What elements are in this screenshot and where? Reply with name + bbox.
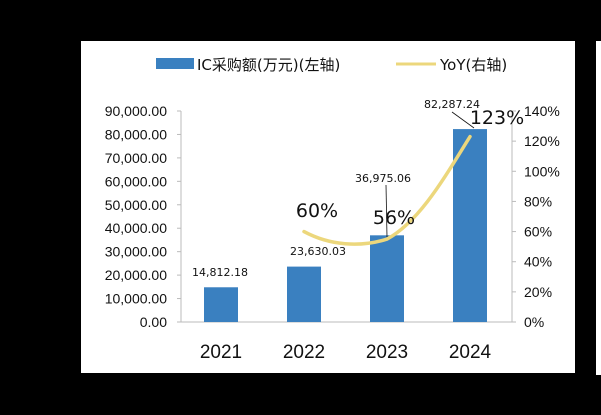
bar-2021 [204,287,238,322]
left-tick-label: 50,000.00 [105,197,167,213]
left-tick-label: 20,000.00 [105,267,167,283]
right-tick-label: 140% [524,103,560,119]
bar-2024 [453,129,487,322]
value-label: 14,812.18 [192,266,248,279]
yoy-line [302,134,472,246]
left-tick-label: 40,000.00 [105,220,167,236]
value-label: 36,975.06 [355,172,411,185]
left-tick-label: 30,000.00 [105,244,167,260]
right-tick-label: 20% [524,284,552,300]
right-tick-label: 40% [524,254,552,270]
edge-strip [596,41,601,375]
right-tick-label: 100% [524,163,560,179]
x-tick-label: 2022 [283,342,325,363]
yoy-label: 56% [373,207,415,229]
right-tick-label: 0% [524,314,544,330]
leader-2023 [385,184,388,238]
left-axis: 0.00 10,000.00 20,000.00 30,000.00 40,000.00… [105,103,182,330]
left-tick-label: 60,000.00 [105,173,167,189]
yoy-label: 60% [296,200,338,222]
leader-2024 [451,111,475,129]
legend-line-label: YoY(右轴) [439,56,507,74]
left-tick-label: 10,000.00 [105,291,167,307]
legend-bar-swatch [156,58,194,69]
bar-2022 [287,266,321,322]
left-tick-label: 80,000.00 [105,126,167,142]
right-tick-label: 60% [524,224,552,240]
bar-series [204,129,487,322]
x-tick-label: 2024 [449,342,492,363]
x-tick-label: 2021 [200,342,242,363]
left-tick-label: 0.00 [140,314,167,330]
bar-2023 [370,235,404,322]
left-tick-label: 70,000.00 [105,150,167,166]
value-label: 82,287.24 [424,98,480,111]
right-tick-label: 80% [524,193,552,209]
right-tick-label: 120% [524,133,560,149]
yoy-label: 123% [470,107,524,129]
chart-panel [81,41,575,373]
right-axis: 0% 20% 40% 60% 80% 100% 120% 140% [511,103,560,330]
left-tick-label: 90,000.00 [105,103,167,119]
legend-bar-label: IC采购额(万元)(左轴) [197,56,340,74]
value-label: 23,630.03 [290,245,346,258]
x-tick-label: 2023 [366,342,408,363]
